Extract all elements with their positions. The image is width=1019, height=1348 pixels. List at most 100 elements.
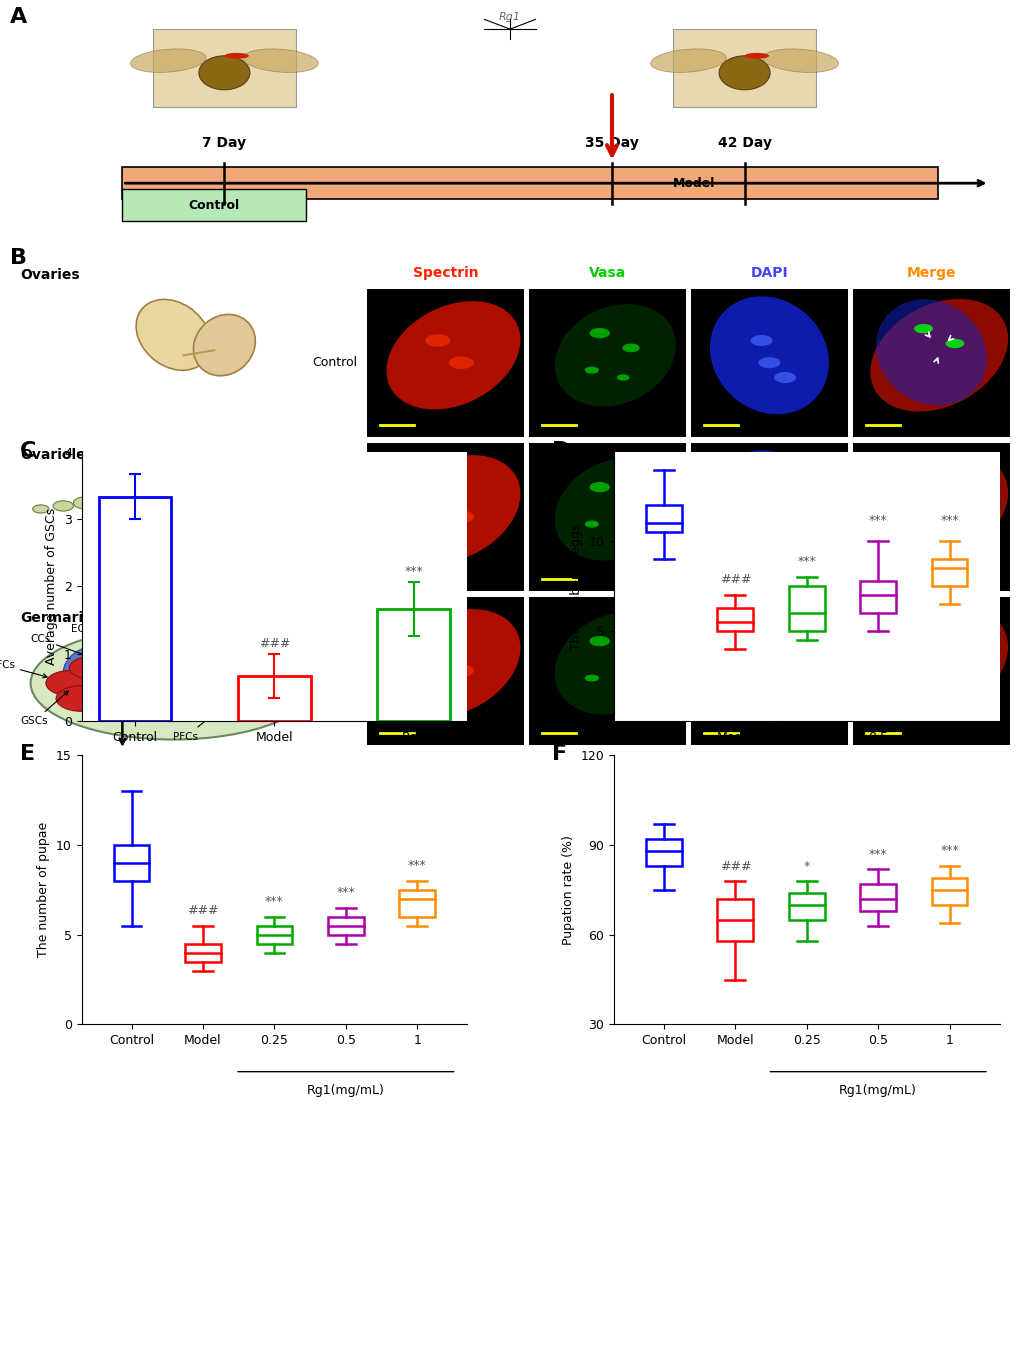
Ellipse shape [554, 458, 676, 561]
Circle shape [584, 520, 598, 527]
Ellipse shape [875, 299, 985, 406]
Circle shape [758, 665, 780, 677]
FancyBboxPatch shape [529, 288, 686, 437]
Ellipse shape [145, 639, 222, 696]
Bar [645, 838, 681, 865]
Text: ***: *** [868, 514, 887, 527]
Text: FSC: FSC [183, 619, 203, 639]
Ellipse shape [869, 607, 1007, 720]
Text: Rg1(mg/mL): Rg1(mg/mL) [839, 780, 916, 794]
Text: ***: *** [797, 555, 815, 569]
Circle shape [584, 674, 598, 682]
Y-axis label: Pupation rate (%): Pupation rate (%) [561, 834, 575, 945]
Bar [99, 496, 171, 721]
Ellipse shape [199, 55, 250, 90]
Ellipse shape [239, 462, 331, 514]
Text: ***: *** [404, 565, 423, 578]
Text: Model: Model [319, 510, 357, 523]
Ellipse shape [709, 450, 828, 569]
Text: 42 Day: 42 Day [717, 136, 770, 151]
Circle shape [46, 670, 97, 696]
Bar [377, 608, 449, 721]
FancyBboxPatch shape [367, 597, 524, 744]
Circle shape [124, 643, 161, 662]
Circle shape [73, 496, 98, 510]
Ellipse shape [31, 627, 316, 740]
Text: CCs: CCs [31, 634, 88, 656]
Text: PFCs: PFCs [173, 716, 211, 741]
Ellipse shape [92, 670, 153, 717]
Bar [788, 892, 823, 919]
Ellipse shape [386, 609, 520, 717]
FancyBboxPatch shape [122, 189, 306, 221]
Circle shape [773, 679, 796, 692]
Text: DAPI: DAPI [750, 267, 788, 280]
Ellipse shape [386, 456, 520, 563]
Ellipse shape [239, 663, 311, 714]
Ellipse shape [143, 675, 204, 721]
FancyBboxPatch shape [529, 442, 686, 590]
Circle shape [589, 636, 609, 646]
Text: ***: *** [940, 514, 958, 527]
Circle shape [425, 488, 449, 501]
Text: A: A [10, 7, 28, 27]
Circle shape [448, 356, 474, 369]
Circle shape [758, 357, 780, 368]
Text: 35 Day: 35 Day [585, 136, 638, 151]
Text: ###: ### [718, 573, 750, 586]
Ellipse shape [869, 299, 1007, 411]
Ellipse shape [875, 453, 985, 559]
Ellipse shape [185, 650, 263, 706]
Circle shape [616, 375, 629, 380]
Ellipse shape [136, 299, 211, 371]
Ellipse shape [709, 604, 828, 723]
Circle shape [750, 336, 771, 346]
Text: Rg1(mg/mL): Rg1(mg/mL) [839, 1084, 916, 1097]
Bar [238, 675, 311, 721]
Bar [328, 917, 364, 934]
Ellipse shape [869, 453, 1007, 566]
Ellipse shape [650, 49, 726, 73]
Ellipse shape [243, 49, 318, 73]
Text: Rg1: Rg1 [332, 665, 357, 677]
Circle shape [155, 480, 196, 501]
Circle shape [589, 328, 609, 338]
Text: ###: ### [718, 860, 750, 874]
Circle shape [589, 483, 609, 492]
Circle shape [584, 367, 598, 373]
Text: ***: *** [336, 886, 355, 899]
Circle shape [114, 488, 147, 506]
Bar [859, 884, 895, 911]
Circle shape [913, 324, 932, 333]
Text: Germarium: Germarium [20, 612, 108, 625]
Ellipse shape [554, 612, 676, 714]
Text: GSCs: GSCs [20, 692, 68, 727]
Circle shape [94, 492, 122, 507]
Circle shape [622, 651, 639, 661]
Circle shape [750, 643, 771, 654]
Ellipse shape [554, 305, 676, 407]
Text: ECs: ECs [71, 624, 128, 647]
Circle shape [913, 479, 932, 488]
FancyBboxPatch shape [691, 597, 847, 744]
Bar [399, 890, 435, 917]
Text: ###: ### [187, 903, 218, 917]
Bar [257, 926, 292, 944]
Text: ***: *** [940, 844, 958, 857]
Ellipse shape [718, 55, 769, 90]
Bar [716, 608, 752, 631]
Bar [185, 944, 221, 961]
FancyBboxPatch shape [691, 288, 847, 437]
FancyBboxPatch shape [852, 442, 1009, 590]
Y-axis label: The number of eggs: The number of eggs [570, 523, 582, 650]
FancyBboxPatch shape [367, 442, 524, 590]
Text: Control: Control [312, 356, 357, 369]
Text: E: E [19, 744, 35, 764]
Circle shape [135, 484, 171, 503]
Ellipse shape [104, 635, 181, 690]
FancyBboxPatch shape [153, 30, 296, 106]
Circle shape [616, 682, 629, 689]
Text: D: D [551, 441, 570, 461]
Ellipse shape [386, 301, 520, 410]
Ellipse shape [194, 314, 255, 376]
